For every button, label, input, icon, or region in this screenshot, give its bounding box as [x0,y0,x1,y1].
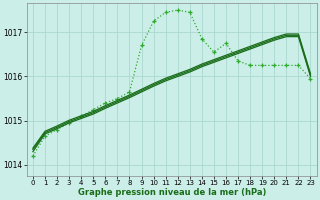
X-axis label: Graphe pression niveau de la mer (hPa): Graphe pression niveau de la mer (hPa) [77,188,266,197]
